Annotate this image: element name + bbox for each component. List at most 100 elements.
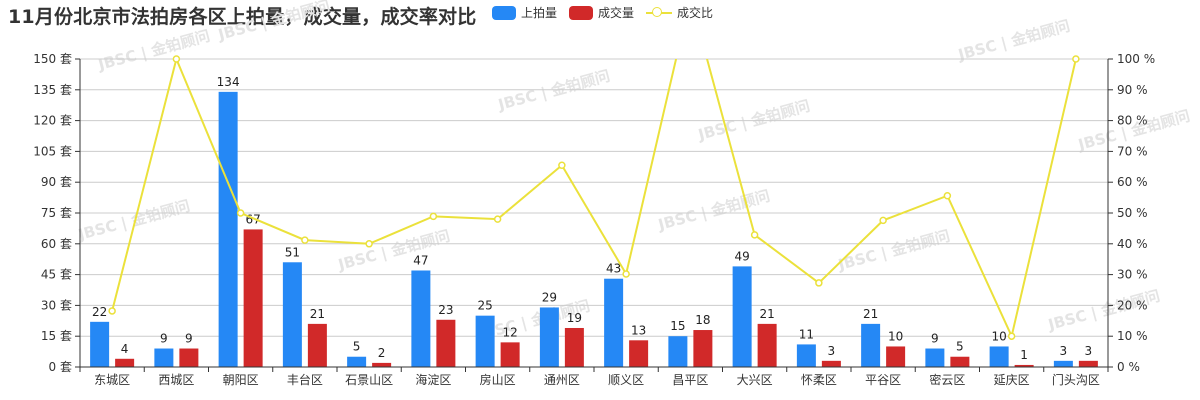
- bar-sold[interactable]: [307, 323, 327, 367]
- bar-sold[interactable]: [950, 356, 970, 367]
- x-axis-category-label: 通州区: [544, 373, 580, 387]
- x-axis-category-label: 房山区: [480, 372, 516, 387]
- rate-point-marker[interactable]: [558, 161, 566, 170]
- bar-listed[interactable]: [282, 262, 302, 367]
- bar-sold-value-label: 18: [695, 313, 710, 327]
- bar-listed-value-label: 21: [863, 307, 878, 321]
- bar-sold-value-label: 13: [631, 323, 646, 337]
- bar-listed[interactable]: [861, 323, 881, 367]
- x-axis-category-label: 东城区: [94, 373, 130, 387]
- rate-point-marker[interactable]: [429, 212, 438, 221]
- rate-point-marker[interactable]: [365, 240, 373, 248]
- rate-line: [111, 59, 1077, 340]
- right-axis-tick-label: 70 %: [1117, 144, 1148, 158]
- x-axis-category-label: 西城区: [158, 373, 194, 387]
- bar-listed[interactable]: [732, 266, 752, 367]
- x-axis-category-label: 密云区: [929, 372, 965, 387]
- bar-listed[interactable]: [411, 270, 431, 367]
- bar-sold[interactable]: [115, 358, 135, 367]
- x-axis-category-label: 石景山区: [345, 373, 393, 387]
- right-axis-tick-label: 40 %: [1117, 237, 1148, 251]
- rate-point-marker[interactable]: [815, 279, 823, 287]
- bar-sold-value-label: 67: [245, 212, 260, 226]
- watermark-text: JBSC | 金铂顾问: [215, 0, 332, 45]
- bar-sold[interactable]: [1078, 360, 1098, 367]
- left-axis-tick-label: 120 套: [33, 114, 72, 128]
- x-axis-category-label: 大兴区: [737, 373, 773, 387]
- bar-listed[interactable]: [154, 348, 174, 367]
- x-axis-category-label: 海淀区: [415, 372, 451, 387]
- legend-item-rate[interactable]: 成交比: [646, 4, 713, 21]
- bar-sold[interactable]: [757, 323, 777, 367]
- bar-listed[interactable]: [1053, 360, 1073, 367]
- bar-sold[interactable]: [886, 346, 906, 367]
- bar-sold-value-label: 2: [378, 346, 386, 360]
- right-axis-tick-label: 100 %: [1117, 52, 1155, 66]
- rate-point-marker[interactable]: [236, 209, 245, 217]
- left-axis-tick-label: 30 套: [41, 298, 72, 312]
- bar-sold-value-label: 5: [956, 340, 964, 354]
- rate-point-marker[interactable]: [1072, 55, 1080, 63]
- bar-sold[interactable]: [693, 330, 713, 367]
- bar-sold[interactable]: [821, 360, 841, 367]
- bar-listed[interactable]: [475, 315, 495, 367]
- legend-label-sold: 成交量: [598, 6, 635, 20]
- bar-listed[interactable]: [925, 348, 945, 367]
- legend-swatch-listed-icon: [492, 5, 516, 20]
- right-axis-tick-label: 0 %: [1117, 360, 1140, 374]
- legend-swatch-sold-icon: [569, 5, 594, 20]
- bar-sold-value-label: 9: [185, 332, 193, 346]
- bar-sold[interactable]: [1014, 364, 1034, 367]
- bar-listed-value-label: 15: [670, 319, 685, 333]
- rate-point-marker[interactable]: [622, 270, 630, 278]
- x-axis-category-label: 昌平区: [672, 373, 708, 387]
- bar-listed-value-label: 5: [353, 340, 361, 354]
- chart-title: 11月份北京市法拍房各区上拍量，成交量，成交率对比: [8, 6, 477, 28]
- rate-point-marker[interactable]: [943, 192, 952, 200]
- left-axis-tick-label: 0 套: [49, 360, 72, 374]
- bar-sold-value-label: 10: [888, 329, 903, 343]
- bar-listed-value-label: 10: [991, 329, 1006, 343]
- bar-listed-value-label: 134: [217, 75, 240, 89]
- left-axis-tick-label: 90 套: [41, 175, 72, 189]
- bar-sold[interactable]: [564, 327, 584, 367]
- bar-listed-value-label: 47: [413, 253, 428, 267]
- rate-point-marker[interactable]: [301, 236, 309, 244]
- bar-sold[interactable]: [243, 229, 263, 367]
- legend-item-listed[interactable]: 上拍量: [492, 4, 557, 21]
- bar-sold-value-label: 21: [759, 307, 774, 321]
- right-axis-tick-label: 60 %: [1117, 175, 1148, 189]
- bar-listed[interactable]: [539, 307, 559, 367]
- x-axis-category-label: 丰台区: [287, 372, 323, 387]
- rate-point-marker[interactable]: [1007, 332, 1016, 340]
- legend-item-sold[interactable]: 成交量: [569, 4, 634, 21]
- rate-point-marker[interactable]: [493, 215, 502, 223]
- watermark-text: JBSC | 金铂顾问: [655, 187, 772, 235]
- bar-sold[interactable]: [372, 362, 392, 367]
- rate-point-marker[interactable]: [750, 231, 759, 239]
- bar-listed[interactable]: [90, 321, 110, 367]
- left-axis-tick-label: 105 套: [33, 144, 72, 158]
- x-axis-category-label: 朝阳区: [223, 373, 259, 387]
- rate-point-marker[interactable]: [108, 307, 116, 315]
- x-axis-category-label: 顺义区: [608, 373, 644, 387]
- bar-listed[interactable]: [218, 91, 238, 367]
- bar-sold[interactable]: [500, 342, 520, 367]
- bar-sold-value-label: 3: [828, 344, 836, 358]
- rate-point-marker[interactable]: [879, 216, 887, 225]
- bar-listed[interactable]: [989, 346, 1009, 367]
- bar-sold[interactable]: [629, 340, 649, 367]
- bar-listed-value-label: 9: [931, 332, 939, 346]
- bar-sold[interactable]: [179, 348, 199, 367]
- legend-label-listed: 上拍量: [521, 6, 558, 20]
- bar-listed[interactable]: [668, 336, 688, 367]
- bar-sold[interactable]: [436, 319, 456, 367]
- watermark-text: JBSC | 金铂顾问: [75, 197, 192, 245]
- bar-listed[interactable]: [604, 278, 624, 367]
- watermark-text: JBSC | 金铂顾问: [495, 67, 612, 115]
- left-axis-tick-label: 45 套: [41, 268, 72, 282]
- rate-point-marker[interactable]: [172, 55, 181, 63]
- bar-listed[interactable]: [347, 356, 367, 367]
- bar-listed[interactable]: [796, 344, 816, 367]
